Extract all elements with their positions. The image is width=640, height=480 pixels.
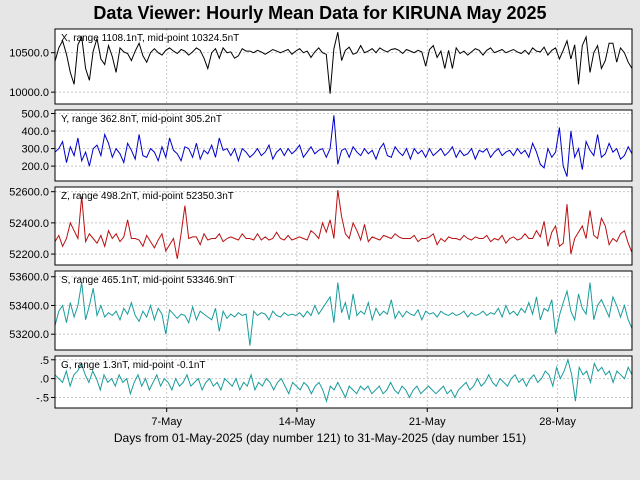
panel-g-background [55, 356, 632, 408]
panel-s-series-line [54, 282, 633, 346]
panel-g-border [54, 355, 633, 409]
x-axis-label: Days from 01-May-2025 (day number 121) t… [113, 431, 527, 445]
panel-y-border [54, 109, 633, 182]
x-tick-label: 21-May [409, 416, 446, 428]
panel-x-ytick-label: 10000.0 [9, 87, 49, 99]
panel-z-label: Z, range 498.2nT, mid-point 52350.3nT [61, 191, 234, 202]
panel-y-ytick-label: 400.0 [21, 126, 49, 138]
panel-y-ytick-label: 500.0 [21, 109, 49, 121]
chart-title: Data Viewer: Hourly Mean Data for KIRUNA… [93, 3, 547, 23]
panel-z-ytick-label: 52200.0 [9, 249, 49, 261]
panel-z-border [54, 186, 633, 266]
panel-g-ytick-label: .0 [40, 374, 49, 386]
panel-x-label: X, range 1108.1nT, mid-point 10324.5nT [61, 33, 239, 44]
panel-g-label: G, range 1.3nT, mid-point -0.1nT [61, 360, 206, 371]
panel-y-background [55, 110, 632, 181]
panel-s-ytick-label: 53600.0 [9, 272, 49, 284]
panel-g-series-line [54, 358, 633, 403]
panel-s-ytick-label: 53400.0 [9, 300, 49, 312]
panel-s-background [55, 271, 632, 350]
panel-x-background [55, 29, 632, 104]
panel-s-label: S, range 465.1nT, mid-point 53346.9nT [61, 275, 234, 286]
panel-g-ytick-label: .5 [40, 355, 49, 367]
panel-y-ytick-label: 300.0 [21, 144, 49, 156]
panel-z-ytick-label: 52600.0 [9, 187, 49, 199]
x-tick-label: 28-May [539, 416, 576, 428]
panel-z-ytick-label: 52400.0 [9, 218, 49, 230]
panel-s-border [54, 270, 633, 351]
panel-y-label: Y, range 362.8nT, mid-point 305.2nT [61, 114, 222, 125]
x-tick-label: 14-May [279, 416, 316, 428]
panel-x-series-line [54, 32, 633, 94]
panel-x-ytick-label: 10500.0 [9, 48, 49, 60]
panel-s-ytick-label: 53200.0 [9, 329, 49, 341]
panel-y-series-line [54, 115, 633, 177]
x-tick-label: 7-May [151, 416, 182, 428]
panel-x-border [54, 28, 633, 105]
panel-y-ytick-label: 200.0 [21, 161, 49, 173]
panel-z-series-line [54, 190, 633, 259]
panel-g-ytick-label: -.5 [36, 392, 49, 404]
